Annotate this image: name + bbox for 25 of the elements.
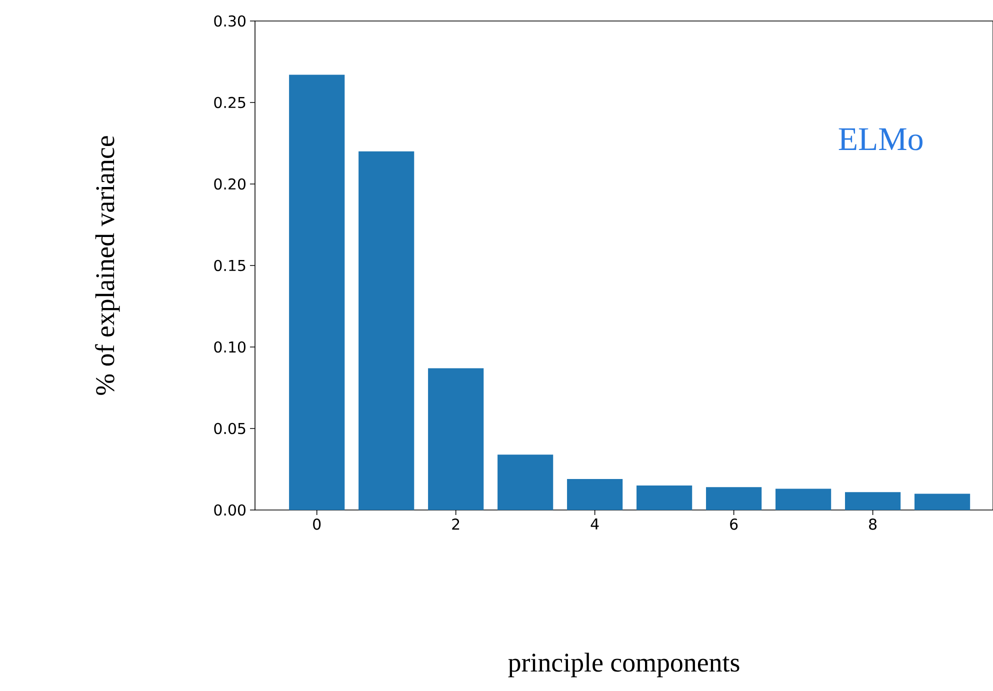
x-tick-label: 4 (590, 518, 599, 530)
bar (428, 368, 484, 510)
x-tick-label: 0 (313, 518, 321, 530)
bar (776, 488, 832, 510)
bar (498, 454, 554, 510)
y-tick-label: 0.25 (214, 96, 246, 108)
y-tick-label: 0.30 (214, 15, 246, 27)
y-tick-label: 0.00 (214, 504, 246, 516)
bar (844, 492, 901, 510)
annotation: ELMo (838, 128, 923, 150)
bar (914, 494, 970, 510)
y-tick-label: 0.05 (214, 422, 246, 434)
x-tick-label: 8 (869, 518, 877, 530)
y-axis-title: % of explained variance (95, 136, 120, 395)
x-tick-label: 2 (452, 518, 460, 530)
y-tick-label: 0.10 (214, 341, 246, 353)
y-tick-label: 0.20 (214, 178, 246, 190)
bar (358, 151, 414, 510)
bar (706, 487, 762, 510)
bar (636, 486, 692, 510)
bar (567, 479, 623, 510)
x-tick-label: 6 (730, 518, 738, 530)
bar (289, 74, 345, 510)
x-axis-title: principle components (508, 652, 740, 678)
y-tick-label: 0.15 (214, 260, 246, 272)
